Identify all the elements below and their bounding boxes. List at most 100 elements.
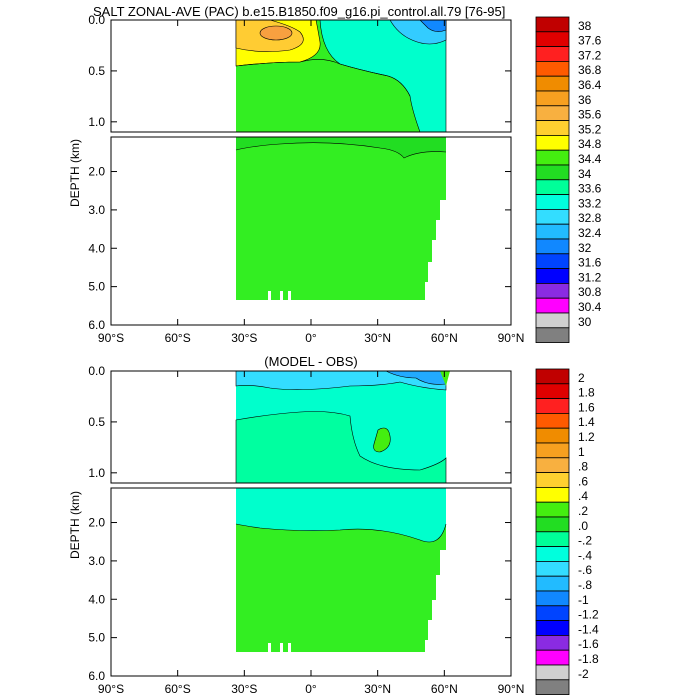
panel2-xticks: 90°S 60°S 30°S 0° 30°N 60°N 90°N — [98, 371, 524, 696]
colorbar-swatch — [535, 105, 570, 122]
panel1-gap-3 — [288, 291, 291, 300]
colorbar-swatch — [535, 531, 570, 547]
x-tick-label: 60°N — [431, 331, 458, 345]
colorbar-label: -1 — [578, 593, 589, 607]
colorbar-label: 34.8 — [578, 137, 602, 151]
colorbar-label: 1.8 — [578, 386, 595, 400]
panel1-contour — [235, 59, 411, 97]
colorbar-swatch — [535, 120, 570, 136]
panel1-ylabel: DEPTH (km) — [68, 139, 82, 207]
y-tick-label: 0.5 — [88, 64, 105, 78]
panel1-lower-field — [235, 137, 447, 300]
colorbar-label: 36 — [578, 93, 592, 107]
panel2-yticks-upper: 0.0 0.5 1.0 — [88, 364, 511, 480]
colorbar-label: 34.4 — [578, 152, 602, 166]
colorbar-swatch — [535, 179, 570, 196]
colorbar-label: 32.4 — [578, 226, 602, 240]
colorbar-label: 1.6 — [578, 400, 595, 414]
colorbar-label: -.6 — [578, 563, 592, 577]
colorbar-label: 1 — [578, 445, 585, 459]
colorbar-swatch — [535, 383, 570, 399]
x-tick-label: 30°N — [364, 682, 391, 696]
colorbar-swatch — [535, 164, 570, 181]
colorbar-swatch — [535, 546, 570, 562]
colorbar-label: .4 — [578, 489, 588, 503]
colorbar-label: -2 — [578, 667, 589, 681]
colorbar-label: .0 — [578, 519, 588, 533]
colorbar-label: -.8 — [578, 578, 592, 592]
colorbar-swatch — [535, 223, 570, 240]
colorbar-swatch — [535, 61, 570, 77]
colorbar-swatch — [535, 679, 570, 695]
colorbar-label: -.2 — [578, 534, 592, 548]
panel2-surface-negative-2 — [385, 370, 447, 385]
y-tick-label: 5.0 — [88, 280, 105, 294]
panel1-yticks-lower: 2.0 3.0 4.0 5.0 6.0 — [88, 165, 511, 332]
y-tick-label: 4.0 — [88, 592, 105, 606]
colorbar-label: 34 — [578, 167, 592, 181]
y-tick-label: 6.0 — [88, 669, 105, 683]
panel2-ylabel: DEPTH (km) — [68, 491, 82, 559]
x-tick-label: 90°N — [498, 682, 525, 696]
y-tick-label: 4.0 — [88, 241, 105, 255]
panel-salt: SALT ZONAL-AVE (PAC) b.e15.B1850.f09_g16… — [68, 4, 602, 345]
panel1-yticks-upper: 0.0 0.5 1.0 — [88, 13, 511, 129]
colorbar-swatch — [535, 486, 570, 503]
colorbar-swatch — [535, 472, 570, 488]
colorbar-label: -.4 — [578, 548, 592, 562]
colorbar-label: .6 — [578, 474, 588, 488]
x-tick-label: 0° — [305, 682, 317, 696]
colorbar-swatch — [535, 427, 570, 444]
panel1-lower-base — [236, 137, 446, 300]
colorbar-label: 32 — [578, 241, 592, 255]
colorbar-swatch — [535, 134, 570, 151]
colorbar-swatch — [535, 649, 570, 666]
colorbar-swatch — [535, 398, 570, 414]
colorbar-swatch — [535, 208, 570, 225]
colorbar-label: 33.6 — [578, 182, 602, 196]
panel2-gap-3 — [288, 643, 291, 652]
colorbar-swatch — [535, 590, 570, 607]
colorbar-swatch — [535, 368, 570, 385]
colorbar-label: 30 — [578, 315, 592, 329]
y-tick-label: 3.0 — [88, 203, 105, 217]
colorbar-label: 36.4 — [578, 78, 602, 92]
colorbar-label: 36.8 — [578, 63, 602, 77]
colorbar-swatch — [535, 575, 570, 592]
colorbar-swatch — [535, 46, 570, 62]
colorbar-swatch — [535, 149, 570, 166]
colorbar-label: 35.2 — [578, 122, 602, 136]
colorbar-swatch — [535, 457, 570, 473]
colorbar-label: 33.2 — [578, 196, 602, 210]
panel2-upper-positive — [235, 411, 447, 484]
panel1-fresh-core — [419, 19, 447, 32]
colorbar-swatch — [535, 282, 570, 299]
panel1-lower-fresh — [236, 137, 446, 158]
x-tick-label: 0° — [305, 331, 317, 345]
panel2-lens — [373, 427, 391, 453]
colorbar-swatch — [535, 268, 570, 284]
colorbar-label: .2 — [578, 504, 588, 518]
x-tick-label: 60°S — [165, 682, 191, 696]
panel1-gap-1 — [268, 291, 271, 300]
panel1-lower-contour — [235, 142, 447, 159]
x-tick-label: 60°S — [165, 331, 191, 345]
y-tick-label: 2.0 — [88, 165, 105, 179]
panel2-colorbar: 21.81.61.41.21.8.6.4.2.0-.2-.4-.6-.8-1-1… — [535, 368, 599, 695]
panel-diff: (MODEL - OBS) DEPTH (km) 0.00.51.0 2.03.… — [68, 354, 599, 696]
y-tick-label: 5.0 — [88, 631, 105, 645]
panel2-gap-2 — [280, 643, 283, 652]
colorbar-label: 1.2 — [578, 430, 595, 444]
colorbar-label: -1.6 — [578, 637, 599, 651]
y-tick-label: 6.0 — [88, 318, 105, 332]
colorbar-label: 31.6 — [578, 256, 602, 270]
colorbar-swatch — [535, 412, 570, 429]
y-tick-label: 2.0 — [88, 516, 105, 530]
y-tick-label: 0.0 — [88, 13, 105, 27]
colorbar-swatch — [535, 90, 570, 107]
colorbar-swatch — [535, 327, 570, 343]
colorbar-label: -1.4 — [578, 622, 599, 636]
x-tick-label: 90°S — [98, 682, 124, 696]
colorbar-swatch — [535, 312, 570, 329]
